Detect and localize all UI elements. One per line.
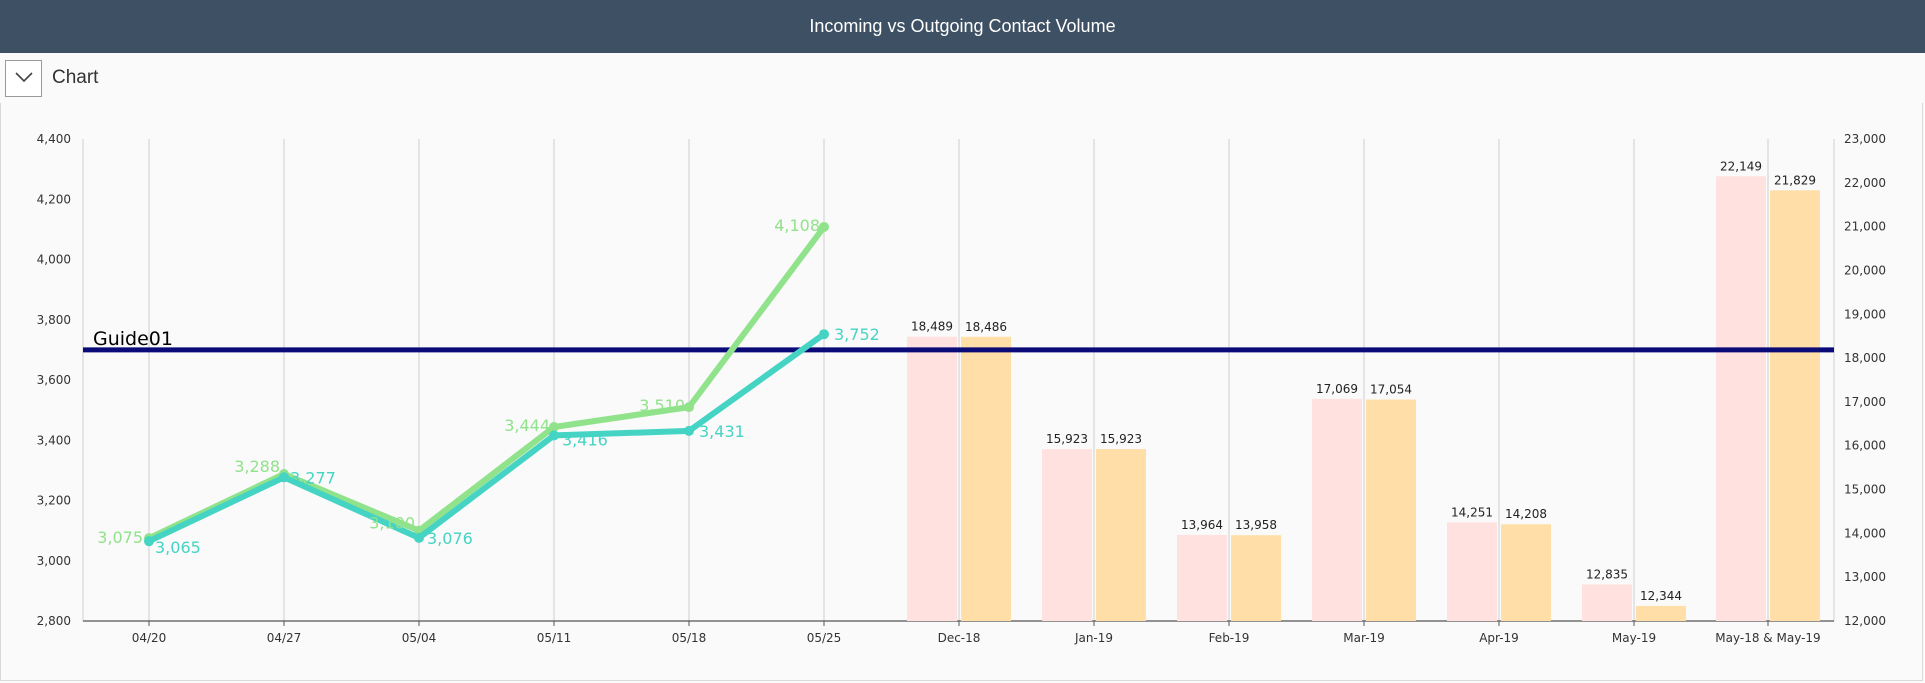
line-point-2-05/11 — [549, 430, 559, 441]
guide-line-label: Guide01 — [93, 328, 173, 350]
right-axis-tick-label: 22,000 — [1844, 176, 1886, 190]
x-axis-category-label: May-18 & May-19 — [1715, 631, 1820, 645]
line-data-label: 3,100 — [369, 514, 415, 533]
line-point-2-04/27 — [279, 472, 289, 483]
page-title: Incoming vs Outgoing Contact Volume — [809, 16, 1116, 36]
line-data-label: 3,510 — [639, 396, 685, 415]
right-axis-tick-label: 14,000 — [1844, 526, 1886, 540]
x-axis-category-label: Apr-19 — [1479, 631, 1519, 645]
bar-series-2-May-18 & May-19 — [1770, 190, 1820, 621]
line-data-label: 3,288 — [234, 457, 280, 476]
bar-series-1-Jan-19 — [1042, 449, 1092, 621]
combo-chart: 2,800 3,000 3,200 3,400 3,600 3,800 4,000 4,200… — [37, 132, 1886, 645]
x-axis-category-label: 05/04 — [402, 631, 437, 645]
line-point-2-04/20 — [144, 536, 154, 547]
chart-title-bar: Incoming vs Outgoing Contact Volume — [0, 0, 1925, 53]
line-data-label: 3,065 — [155, 538, 201, 557]
bar-data-label: 12,835 — [1586, 567, 1628, 581]
x-axis-category-label: Jan-19 — [1074, 631, 1113, 645]
x-axis-category-label: May-19 — [1612, 631, 1656, 645]
bar-series-2-Apr-19 — [1501, 524, 1551, 621]
left-axis-tick-label: 4,400 — [37, 132, 71, 146]
line-data-label: 3,075 — [97, 528, 143, 547]
line-data-label: 3,416 — [562, 430, 608, 449]
bar-data-label: 13,964 — [1181, 518, 1223, 532]
bar-series-1-Mar-19 — [1312, 398, 1362, 621]
bar-data-label: 14,251 — [1451, 505, 1493, 519]
line-data-label: 3,752 — [834, 325, 880, 344]
left-axis-tick-label: 3,600 — [37, 373, 71, 387]
line-data-label: 3,277 — [290, 468, 336, 487]
left-axis-tick-label: 3,400 — [37, 433, 71, 447]
x-axis-category-label: 04/20 — [132, 631, 167, 645]
right-axis-tick-label: 16,000 — [1844, 439, 1886, 453]
bar-series-1-May-19 — [1582, 584, 1632, 621]
x-axis-category-label: 05/11 — [537, 631, 572, 645]
line-data-label: 3,444 — [504, 416, 550, 435]
right-axis-tick-label: 13,000 — [1844, 570, 1886, 584]
bar-series-2-May-19 — [1636, 605, 1686, 621]
bar-series-1-Dec-18 — [907, 336, 957, 621]
bar-data-label: 12,344 — [1640, 589, 1682, 603]
chart-toolbar: Chart — [0, 53, 1925, 103]
x-axis-category-label: Mar-19 — [1343, 631, 1384, 645]
x-axis-category-label: Dec-18 — [938, 631, 981, 645]
chevron-down-icon — [14, 70, 34, 88]
bar-data-label: 17,069 — [1316, 382, 1358, 396]
x-axis-category-label: 04/27 — [267, 631, 302, 645]
line-point-2-05/18 — [684, 425, 694, 436]
line-data-label: 3,431 — [699, 422, 745, 441]
bar-data-label: 22,149 — [1720, 159, 1762, 173]
right-axis-tick-label: 21,000 — [1844, 220, 1886, 234]
line-point-1-05/11 — [549, 421, 559, 432]
bar-series-2-Feb-19 — [1231, 535, 1281, 621]
right-axis-tick-label: 18,000 — [1844, 351, 1886, 365]
bar-data-label: 15,923 — [1100, 432, 1142, 446]
bar-data-label: 14,208 — [1505, 507, 1547, 521]
left-axis-tick-label: 3,800 — [37, 313, 71, 327]
line-series-2 — [147, 331, 826, 544]
bar-data-label: 18,486 — [965, 320, 1007, 334]
right-axis-tick-label: 17,000 — [1844, 395, 1886, 409]
bar-data-label: 18,489 — [911, 320, 953, 334]
right-axis-tick-label: 12,000 — [1844, 614, 1886, 628]
bar-data-label: 13,958 — [1235, 518, 1277, 532]
bar-data-label: 17,054 — [1370, 383, 1412, 397]
chart-view-label: Chart — [52, 67, 99, 88]
bar-data-label: 21,829 — [1774, 173, 1816, 187]
line-point-2-05/04 — [414, 532, 424, 543]
left-axis-tick-label: 4,200 — [37, 192, 71, 206]
chart-panel: 2,800 3,000 3,200 3,400 3,600 3,800 4,000 4,200… — [0, 103, 1923, 681]
x-axis-category-label: 05/18 — [672, 631, 707, 645]
bar-data-label: 15,923 — [1046, 432, 1088, 446]
left-axis-tick-label: 4,000 — [37, 253, 71, 267]
left-axis-tick-label: 2,800 — [37, 614, 71, 628]
bar-series-1-Feb-19 — [1177, 534, 1227, 621]
line-point-1-05/18 — [684, 402, 694, 413]
x-axis-category-label: Feb-19 — [1209, 631, 1250, 645]
bar-series-1-Apr-19 — [1447, 522, 1497, 621]
line-data-label: 4,108 — [774, 216, 820, 235]
right-axis-tick-label: 15,000 — [1844, 483, 1886, 497]
bar-series-2-Mar-19 — [1366, 399, 1416, 621]
bar-series-2-Jan-19 — [1096, 449, 1146, 621]
line-data-label: 3,076 — [427, 529, 473, 548]
bar-series-2-Dec-18 — [961, 336, 1011, 621]
x-axis-category-label: 05/25 — [807, 631, 842, 645]
left-axis-tick-label: 3,000 — [37, 554, 71, 568]
right-axis-tick-label: 19,000 — [1844, 307, 1886, 321]
left-axis-tick-label: 3,200 — [37, 494, 71, 508]
line-point-1-05/25 — [819, 221, 829, 232]
bar-series-1-May-18 & May-19 — [1716, 176, 1766, 621]
right-axis-tick-label: 20,000 — [1844, 263, 1886, 277]
chart-view-toggle-button[interactable] — [5, 60, 42, 97]
line-point-2-05/25 — [819, 329, 829, 340]
right-axis-tick-label: 23,000 — [1844, 132, 1886, 146]
